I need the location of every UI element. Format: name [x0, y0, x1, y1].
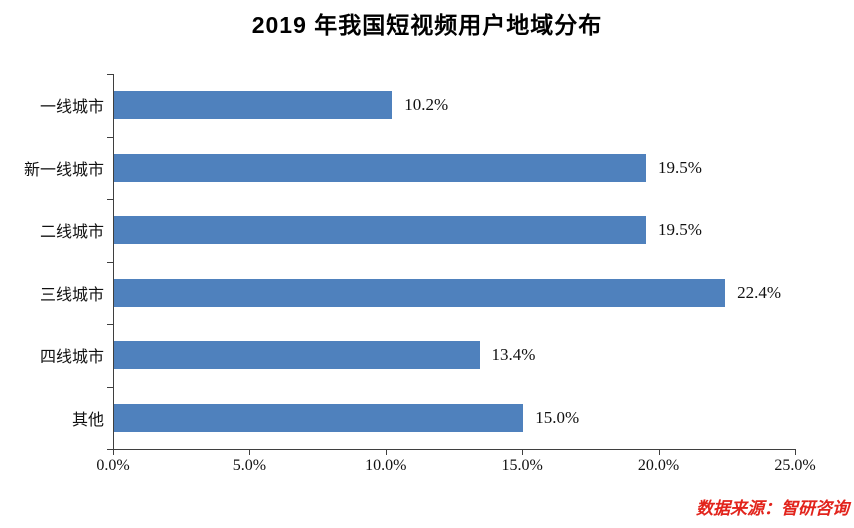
bar	[114, 341, 480, 370]
x-axis-tick-label: 10.0%	[365, 457, 407, 474]
x-axis-tick-mark	[795, 449, 796, 455]
x-axis-tick-mark	[385, 449, 387, 455]
category-label: 三线城市	[39, 286, 104, 304]
bar-value-label: 15.0%	[535, 407, 580, 427]
x-axis-tick-mark	[113, 449, 114, 455]
category-label: 其他	[71, 411, 104, 429]
x-axis-tick-mark	[522, 449, 524, 455]
y-axis-tick-mark	[107, 199, 113, 200]
bar-value-label: 13.4%	[491, 345, 536, 365]
x-axis-tick-mark	[658, 449, 660, 455]
y-axis-line	[113, 74, 114, 450]
category-label: 一线城市	[39, 99, 104, 117]
bar	[114, 278, 726, 307]
bar-value-label: 22.4%	[737, 282, 781, 302]
y-axis-tick-mark	[107, 261, 113, 263]
y-axis-tick-mark	[107, 386, 113, 388]
bar-value-label: 19.5%	[657, 157, 702, 177]
category-label: 四线城市	[39, 349, 104, 367]
x-axis-tick-label: 20.0%	[637, 457, 680, 474]
bar-value-label: 19.5%	[657, 220, 702, 240]
bar	[114, 216, 646, 245]
x-axis-tick-label: 0.0%	[96, 457, 130, 474]
bar	[114, 403, 524, 432]
bar-value-label: 10.2%	[404, 95, 449, 115]
bar	[114, 91, 393, 120]
category-label: 二线城市	[39, 224, 104, 242]
y-axis-tick-mark	[107, 136, 113, 138]
x-axis-tick-label: 15.0%	[501, 457, 543, 474]
y-axis-tick-mark	[107, 324, 113, 325]
y-axis-tick-mark	[107, 449, 113, 450]
x-axis-tick-mark	[249, 449, 251, 455]
x-axis-line	[113, 449, 796, 450]
source-note: 数据来源：智研咨询	[696, 499, 849, 518]
x-axis-tick-label: 25.0%	[774, 457, 816, 474]
chart-title: 2019 年我国短视频用户地域分布	[251, 12, 603, 38]
bar	[114, 153, 646, 182]
category-label: 新一线城市	[23, 161, 104, 179]
y-axis-tick-mark	[107, 74, 113, 75]
x-axis-tick-label: 5.0%	[232, 457, 267, 474]
